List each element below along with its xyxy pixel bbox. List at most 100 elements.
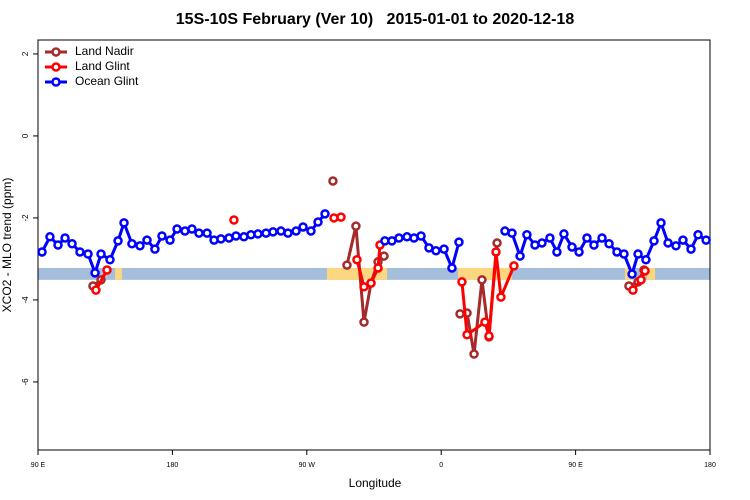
data-point: [491, 247, 501, 257]
data-point: [53, 240, 63, 250]
data-point: [379, 251, 389, 261]
data-point: [60, 233, 70, 243]
data-point: [454, 237, 464, 247]
data-point: [298, 222, 308, 232]
legend-label: Ocean Glint: [75, 74, 139, 88]
data-point: [187, 224, 197, 234]
data-point: [582, 233, 592, 243]
data-point: [394, 233, 404, 243]
data-point: [320, 209, 330, 219]
data-point: [678, 235, 688, 245]
data-point: [194, 228, 204, 238]
legend-label: Land Nadir: [75, 44, 134, 58]
data-point: [567, 242, 577, 252]
data-point: [342, 260, 352, 270]
data-point: [105, 255, 115, 265]
data-point: [216, 234, 226, 244]
data-point: [663, 238, 673, 248]
data-point: [701, 235, 711, 245]
data-point: [496, 292, 506, 302]
data-point: [231, 231, 241, 241]
data-point: [447, 263, 457, 273]
y-axis-label: XCO2 - MLO trend (ppm): [0, 178, 14, 313]
x-tick-label: 90 E: [568, 462, 583, 469]
data-point: [202, 228, 212, 238]
data-point: [83, 249, 93, 259]
data-point: [328, 176, 338, 186]
data-point: [336, 212, 346, 222]
data-point: [492, 238, 502, 248]
data-point: [604, 239, 614, 249]
data-point: [150, 244, 160, 254]
land-band: [115, 267, 122, 280]
data-point: [671, 241, 681, 251]
data-point: [306, 226, 316, 236]
data-point: [462, 330, 472, 340]
data-point: [628, 285, 638, 295]
data-point: [457, 277, 467, 287]
data-point: [229, 215, 239, 225]
y-tick-label: 0: [21, 133, 30, 138]
data-point: [641, 255, 651, 265]
data-point: [96, 249, 106, 259]
land-band: [458, 267, 512, 280]
data-point: [113, 236, 123, 246]
series-line: [92, 224, 646, 356]
data-point: [477, 275, 487, 285]
x-tick-label: 180: [167, 462, 179, 469]
data-point: [515, 251, 525, 261]
legend-marker: [51, 77, 61, 87]
y-tick-label: -4: [21, 296, 30, 304]
data-point: [67, 239, 77, 249]
data-point: [522, 230, 532, 240]
y-tick-label: 2: [21, 51, 30, 56]
x-tick-label: 180: [704, 462, 716, 469]
data-point: [597, 233, 607, 243]
data-point: [431, 245, 441, 256]
x-tick-label: 0: [439, 462, 443, 469]
data-point: [373, 263, 383, 273]
y-tick-label: -6: [21, 378, 30, 386]
data-point: [127, 239, 137, 249]
data-point: [537, 238, 547, 248]
data-point: [633, 249, 643, 259]
data-point: [119, 218, 129, 228]
data-point: [640, 266, 650, 276]
data-point: [480, 317, 490, 327]
x-axis-label: Longitude: [349, 476, 402, 490]
data-point: [359, 317, 369, 327]
data-point: [351, 221, 361, 231]
data-point: [552, 247, 562, 257]
data-point: [507, 228, 517, 238]
data-point: [545, 233, 555, 243]
data-point: [509, 261, 519, 271]
data-point: [352, 255, 362, 265]
data-point: [75, 247, 85, 257]
data-point: [268, 227, 278, 237]
x-tick-label: 90 W: [299, 462, 316, 469]
data-point: [37, 247, 47, 257]
data-point: [359, 282, 369, 292]
data-point: [627, 269, 637, 279]
data-point: [686, 244, 696, 254]
chart-title: 15S-10S February (Ver 10) 2015-01-01 to …: [176, 11, 575, 28]
data-point: [91, 285, 101, 295]
data-point: [636, 275, 646, 285]
data-point: [135, 241, 145, 251]
data-point: [366, 278, 376, 288]
land-band: [646, 267, 656, 280]
data-point: [559, 229, 569, 239]
data-point: [172, 224, 182, 234]
legend-label: Land Glint: [75, 59, 130, 73]
legend-marker: [51, 62, 61, 72]
data-point: [693, 230, 703, 240]
data-point: [157, 231, 167, 241]
plot-frame: [37, 39, 711, 451]
y-tick-label: -2: [21, 214, 30, 222]
legend-marker: [51, 47, 61, 57]
data-point: [291, 226, 301, 236]
data-point: [649, 236, 659, 246]
x-tick-label: 90 E: [31, 462, 46, 469]
data-point: [416, 231, 426, 241]
